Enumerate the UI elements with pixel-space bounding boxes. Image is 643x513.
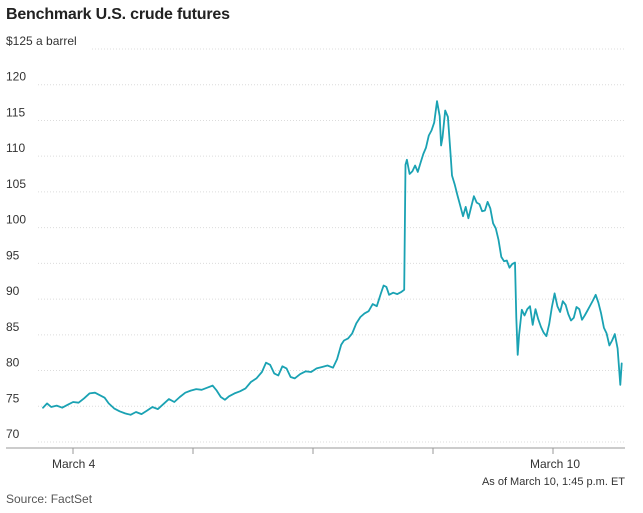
y-tick-label: 120 bbox=[6, 70, 26, 84]
y-tick-label: 110 bbox=[6, 141, 25, 155]
gridlines bbox=[38, 48, 625, 443]
y-tick-label: 95 bbox=[6, 248, 20, 262]
y-tick-label: 115 bbox=[6, 105, 25, 119]
y-tick-label: 100 bbox=[6, 213, 26, 227]
y-tick-label: 70 bbox=[6, 427, 20, 441]
y-tick-label: 105 bbox=[6, 177, 26, 191]
price-series-line bbox=[42, 100, 623, 416]
x-tick-label: March 10 bbox=[530, 457, 580, 470]
y-tick-label: 75 bbox=[6, 391, 20, 405]
chart-title: Benchmark U.S. crude futures bbox=[6, 6, 230, 23]
x-tick-label: March 4 bbox=[52, 457, 96, 470]
x-axis: March 4 March 10 bbox=[6, 447, 625, 470]
y-tick-label: 85 bbox=[6, 320, 20, 334]
y-axis-labels: $125 a barrel 120 115 110 105 100 95 90 85 80 75 70 bbox=[6, 34, 77, 441]
timestamp-note: As of March 10, 1:45 p.m. ET bbox=[481, 476, 625, 488]
line-chart: March 4 March 10 $125 a barrel 120 115 110 1… bbox=[6, 34, 625, 470]
y-tick-label: 90 bbox=[6, 284, 20, 298]
y-tick-label: $125 a barrel bbox=[6, 34, 77, 48]
y-tick-label: 80 bbox=[6, 356, 20, 370]
source-credit: Source: FactSet bbox=[6, 492, 93, 506]
